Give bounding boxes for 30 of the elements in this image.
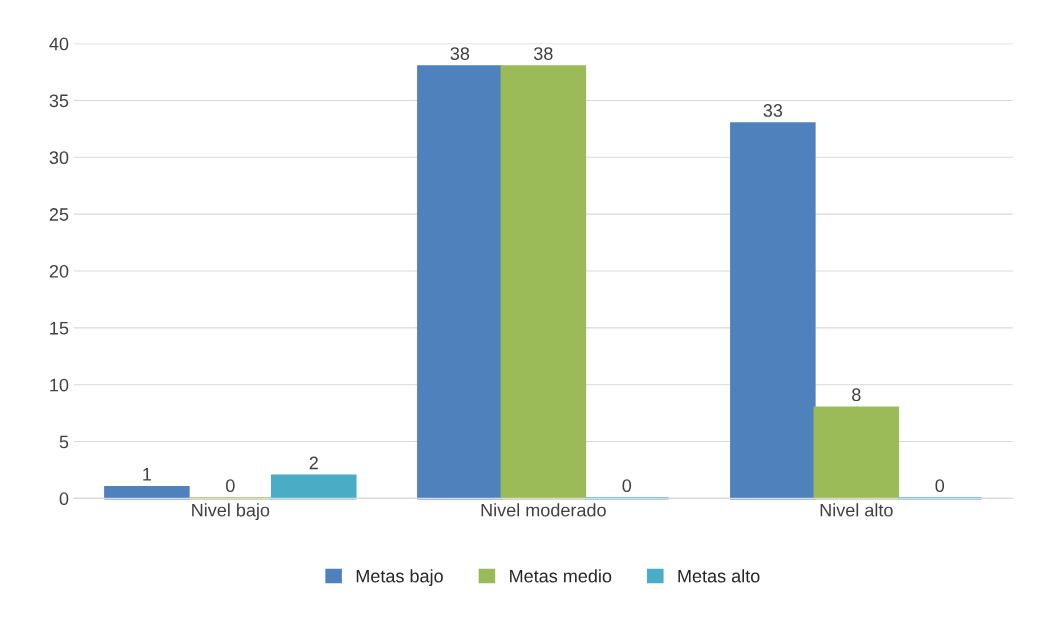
- legend-label: Metas alto: [678, 569, 760, 583]
- y-tick-label: 0: [59, 492, 69, 506]
- data-label: 38: [450, 47, 470, 60]
- data-label: 0: [226, 479, 235, 493]
- data-label: 2: [309, 456, 318, 470]
- data-label: 0: [935, 479, 945, 493]
- data-label: 38: [533, 47, 553, 60]
- bar: [730, 122, 816, 500]
- data-label: 33: [763, 104, 783, 117]
- data-label: 1: [143, 468, 152, 481]
- bar: [104, 485, 190, 500]
- x-tick-label: Nivel alto: [820, 503, 893, 517]
- y-tick-label: 25: [49, 208, 69, 221]
- legend-label: Metas medio: [510, 569, 612, 583]
- x-tick-label: Nivel moderado: [481, 503, 606, 517]
- legend-label: Metas bajo: [356, 569, 443, 587]
- bar: [417, 65, 503, 500]
- bar: [813, 406, 900, 500]
- y-tick-label: 40: [49, 37, 69, 51]
- y-tick-label: 5: [59, 435, 69, 449]
- y-tick-label: 20: [49, 264, 69, 278]
- y-tick-label: 15: [50, 321, 69, 335]
- bar: [271, 474, 357, 500]
- y-tick-label: 35: [49, 94, 69, 108]
- data-label: 8: [852, 388, 861, 402]
- data-label: 0: [622, 479, 632, 493]
- x-tick-label: Nivel bajo: [192, 503, 270, 521]
- y-tick-label: 30: [49, 151, 69, 165]
- bar: [500, 65, 587, 500]
- y-tick-label: 10: [50, 378, 69, 392]
